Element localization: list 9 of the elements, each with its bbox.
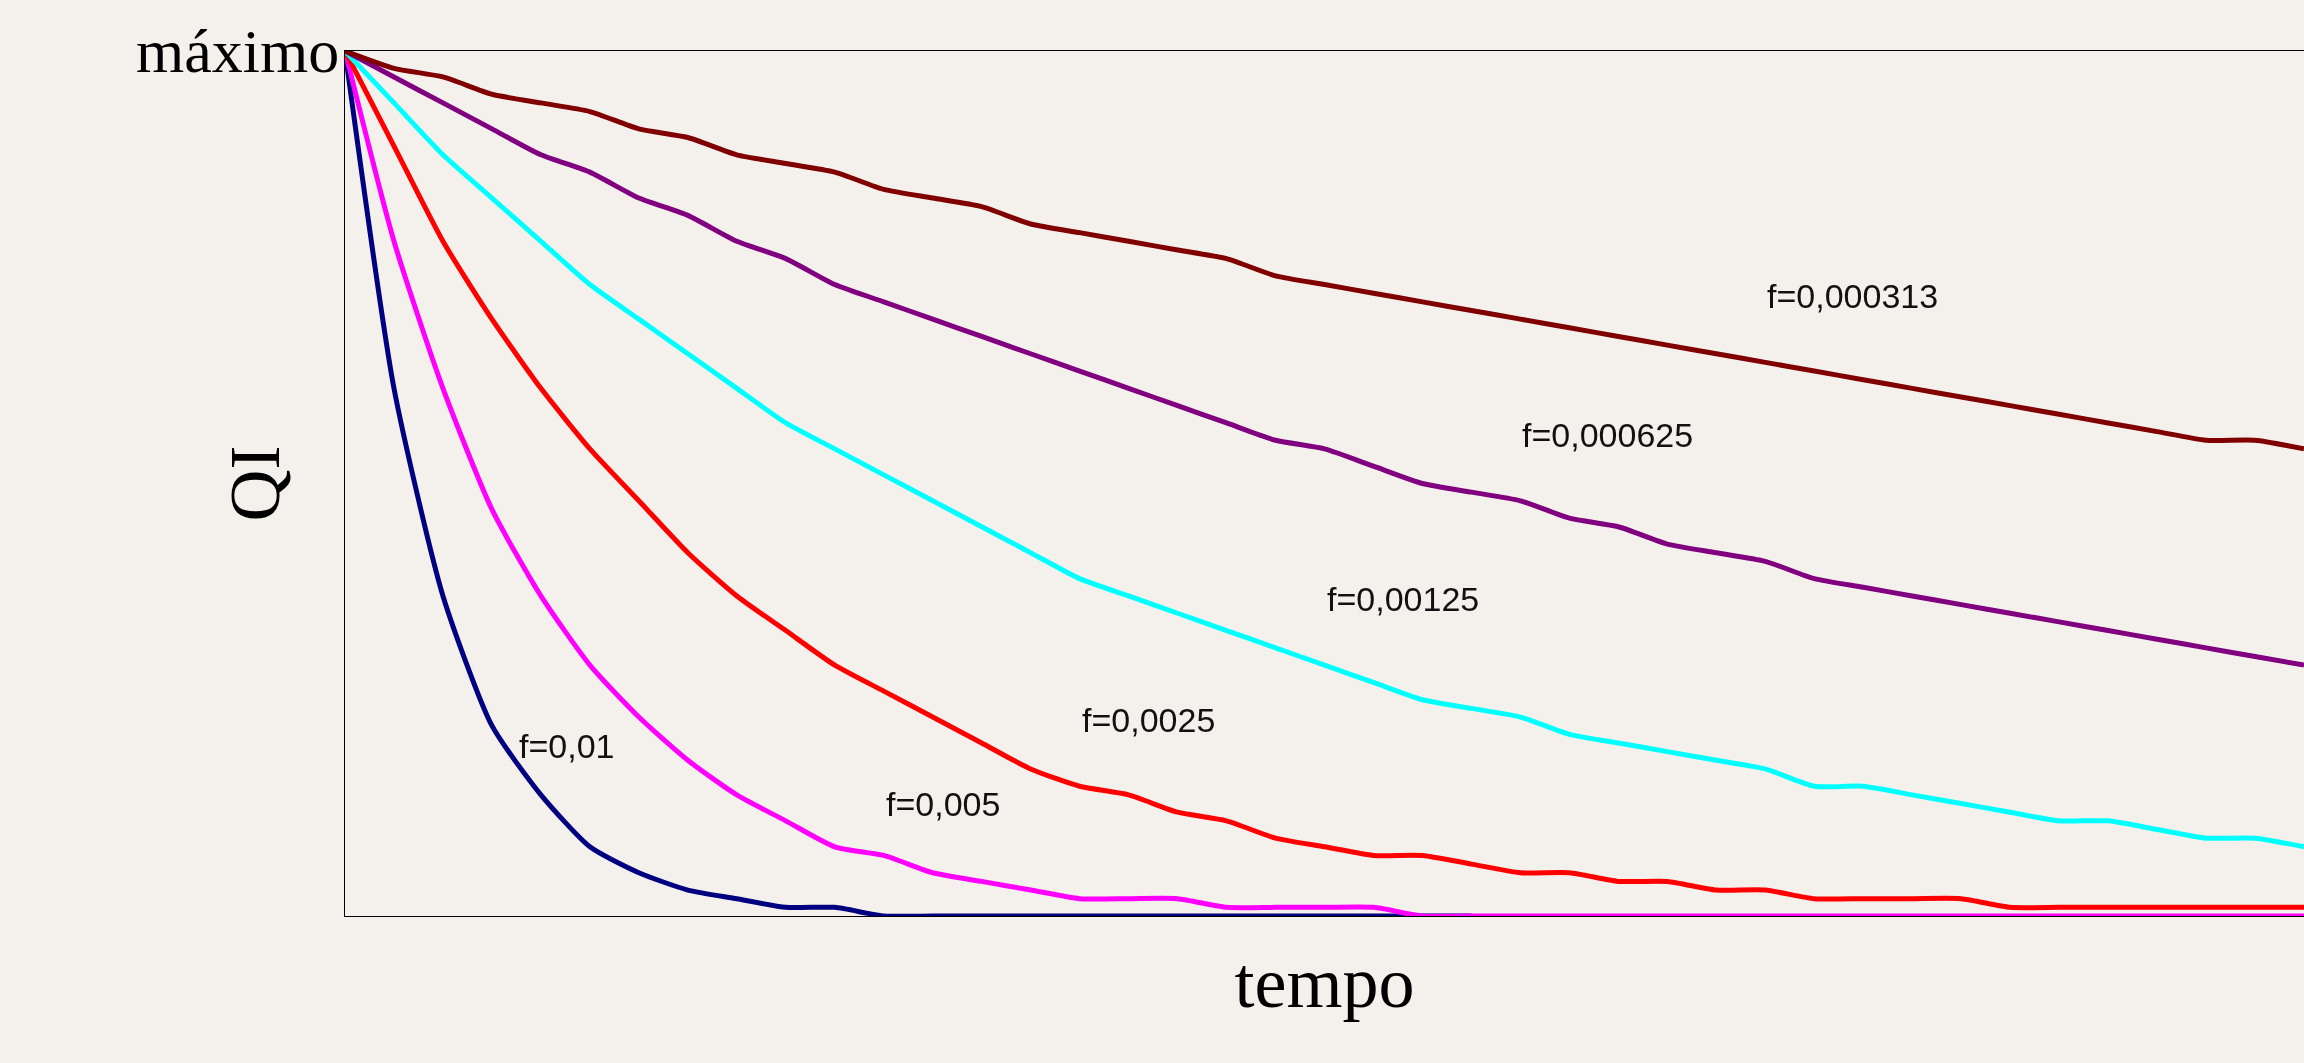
x-axis-title: tempo <box>1234 942 1415 1023</box>
series-label: f=0,000625 <box>1522 416 1694 454</box>
y-axis-title: QI <box>215 445 296 522</box>
series-label: f=0,000313 <box>1767 277 1939 315</box>
text: máximo <box>136 17 340 85</box>
series-label: f=0,00125 <box>1327 580 1480 618</box>
series-label: f=0,01 <box>519 727 615 765</box>
series-label: f=0,005 <box>886 785 1001 823</box>
series-label: f=0,0025 <box>1082 701 1216 739</box>
